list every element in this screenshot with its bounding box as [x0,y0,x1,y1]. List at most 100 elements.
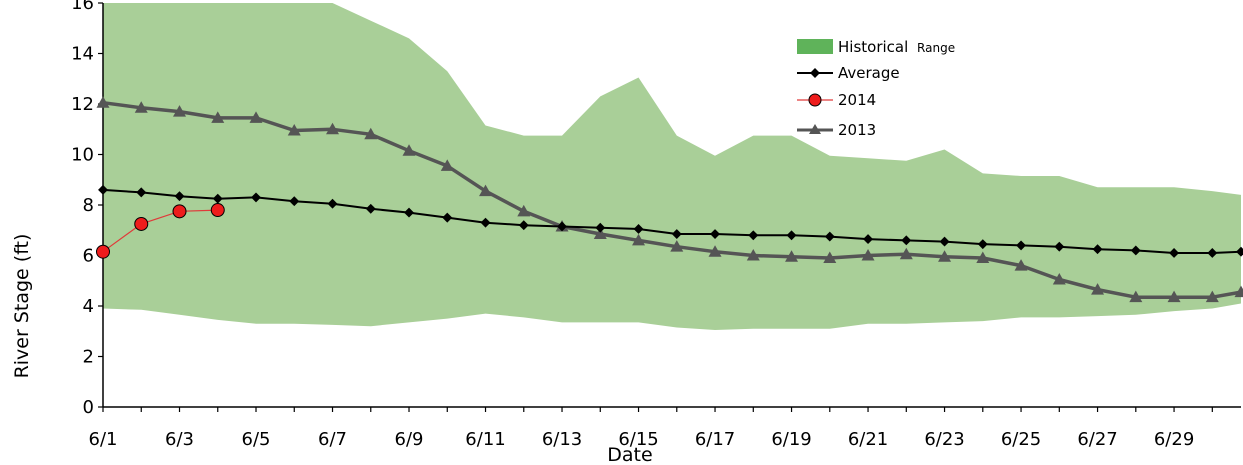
legend-2014-label: 2014 [838,91,876,109]
x-tick-label: 6/29 [1154,429,1194,450]
series-average-point [212,193,223,204]
y-tick-label: 8 [83,195,94,216]
series-2013-point [364,127,378,140]
series-2013-point [1167,290,1181,303]
series-average-point [595,222,606,233]
series-average-point [518,220,529,231]
series-average-point [404,207,414,218]
x-axis-title: Date [607,444,652,465]
x-tick-label: 6/21 [848,429,888,450]
series-2013-point [440,159,454,171]
series-2014-point [172,204,187,219]
series-2013-point [938,250,952,262]
series-2013-point [1234,285,1243,298]
series-average-point [1016,240,1027,251]
series-average-point [824,231,835,242]
series-average-point [174,191,185,202]
series-layer [96,96,1243,303]
series-average-point [327,198,338,209]
x-tick-label: 6/23 [924,429,964,450]
series-2013-point [593,227,607,240]
x-tick-label: 6/3 [165,429,194,450]
y-axis-title: River Stage (ft) [11,234,33,379]
x-tick-label: 6/11 [465,429,505,450]
series-2013-point [96,96,110,108]
series-average-point [671,229,682,239]
series-2014-point [210,203,225,218]
y-tick-label: 2 [83,347,94,368]
x-tick-label: 6/7 [318,429,347,450]
series-2013-point [746,249,760,261]
series-2013-point [1091,283,1105,295]
series-2013-point [670,240,684,252]
legend-average-label: Average [838,64,900,82]
series-average-point [748,230,759,241]
series-average-point [1169,248,1180,258]
series-2013-point [785,250,799,262]
series-2014-line [102,209,218,253]
x-tick-label: 6/25 [1001,429,1041,450]
series-2013-point [517,204,531,217]
legend-historical-swatch [797,39,833,54]
ticks-layer: 0 2 4 6 8 10 12 14 16 6/1 6/3 6/5 6/7 6/9 6/11 6/13 6/15… [71,0,1213,450]
legend-historical-label-main: Historical [838,38,908,56]
series-average-point [1236,246,1243,257]
x-tick-label: 6/17 [695,429,735,450]
y-tick-label: 10 [71,145,94,166]
series-2013-point [1052,272,1066,285]
series-average-point [1092,244,1103,255]
series-average-point [710,229,720,239]
series-average-point [289,196,300,207]
chart-legend: Historical Range Average 2014 2013 [797,38,955,139]
historical-range-area [103,3,1241,330]
legend-2014-marker [808,93,822,107]
series-average-point [98,184,108,195]
series-average-point [977,239,988,250]
series-2013-point [211,111,225,123]
series-2013-point [1014,259,1028,271]
series-average-point [365,203,376,214]
legend-historical-label-sub: Range [917,41,955,55]
series-average-point [786,230,797,241]
y-tick-label: 0 [83,397,94,418]
series-2013-point [287,124,301,136]
series-average-point [863,234,873,245]
legend-historical-label: Historical Range [838,38,955,56]
series-average-point [136,187,147,198]
series-2013-point [708,245,722,257]
series-2014-point [96,244,110,259]
series-average-point [1207,248,1218,258]
series-2013-point [1129,290,1143,303]
series-average-point [1054,241,1065,252]
series-average-point [633,224,644,234]
legend-average-marker [810,68,820,78]
series-2013-point [823,251,837,264]
legend-2013-marker [809,124,821,134]
x-tick-label: 6/27 [1077,429,1117,450]
series-2013-point [326,122,340,135]
series-average-point [1130,245,1141,256]
x-tick-label: 6/9 [395,429,424,450]
y-tick-label: 12 [71,94,94,115]
series-2013-point [479,184,493,197]
y-tick-label: 14 [71,44,94,65]
series-2013-point [173,105,187,117]
x-tick-label: 6/19 [771,429,811,450]
series-2013-point [1205,290,1219,303]
series-2013-point [134,101,148,113]
series-2013-point [402,144,416,156]
y-tick-label: 6 [83,246,94,267]
x-tick-label: 6/1 [89,429,118,450]
historical-range-layer [103,3,1241,330]
series-average-point [901,235,912,246]
x-tick-label: 6/13 [542,429,582,450]
series-2013-point [249,111,263,123]
series-average-point [480,217,491,228]
series-average-point [939,236,950,247]
series-average-point [442,212,453,223]
y-tick-label: 4 [83,296,94,317]
series-average-point [557,221,567,232]
series-2013-point [899,247,913,260]
